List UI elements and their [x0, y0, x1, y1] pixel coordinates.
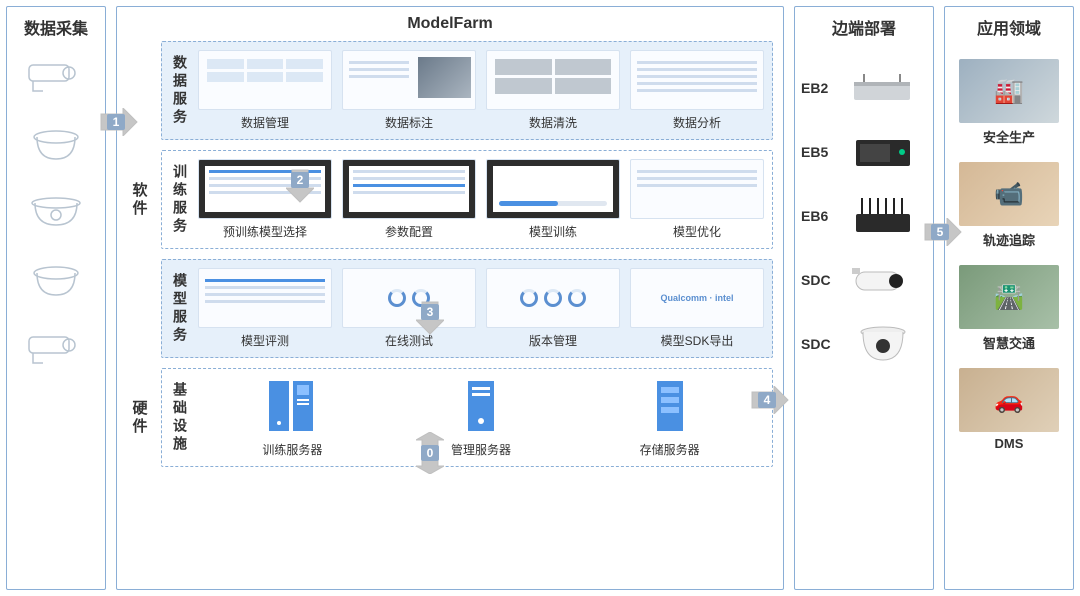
- svc-data-label: 数据服务: [170, 50, 190, 131]
- tile: 模型训练: [486, 159, 620, 240]
- col-title-app: 应用领域: [945, 7, 1073, 47]
- col-modelfarm: ModelFarm 数据服务 数据管理 数据标注 数据清洗 数据分析 软件: [116, 6, 784, 590]
- device-icon: [848, 132, 918, 172]
- arrow-5: 5: [923, 218, 963, 246]
- svc-model: 模型服务 模型评测 在线测试 版本管理 Qualcomm · intel模型SD…: [161, 259, 773, 358]
- modelfarm-body: 数据服务 数据管理 数据标注 数据清洗 数据分析 软件 训练服务 预训练模型选择…: [117, 41, 783, 589]
- camera-icon: [25, 193, 87, 233]
- tile: 在线测试: [342, 268, 476, 349]
- camera-icon: [25, 261, 87, 301]
- col-title-edge: 边端部署: [795, 7, 933, 47]
- row-software-train: 软件 训练服务 预训练模型选择 参数配置 模型训练 模型优化: [127, 150, 773, 249]
- svc-train: 训练服务 预训练模型选择 参数配置 模型训练 模型优化: [161, 150, 773, 249]
- row-hardware: 硬件 基础设施 训练服务器 管理服务器: [127, 368, 773, 467]
- app-image: 📹: [959, 162, 1059, 226]
- arrow-3: 3: [416, 300, 444, 336]
- arrow-0: 0: [416, 432, 444, 474]
- svc-data: 数据服务 数据管理 数据标注 数据清洗 数据分析: [161, 41, 773, 140]
- tile: 数据标注: [342, 50, 476, 131]
- arrow-1: 1: [99, 108, 139, 136]
- arrow-2: 2: [286, 168, 314, 204]
- row-software-model: 模型服务 模型评测 在线测试 版本管理 Qualcomm · intel模型SD…: [127, 259, 773, 358]
- infra-tile: 训练服务器: [262, 377, 322, 458]
- row-label-blank: [127, 259, 153, 358]
- edge-item: SDC: [801, 257, 927, 303]
- svc-model-tiles: 模型评测 在线测试 版本管理 Qualcomm · intel模型SDK导出: [198, 268, 764, 349]
- row-software-data: 数据服务 数据管理 数据标注 数据清洗 数据分析: [127, 41, 773, 140]
- tile: 模型优化: [630, 159, 764, 240]
- col-title-modelfarm: ModelFarm: [117, 7, 783, 41]
- tile: 数据分析: [630, 50, 764, 131]
- app-image: 🏭: [959, 59, 1059, 123]
- camera-icon: [848, 262, 918, 298]
- server-icon: [645, 377, 695, 435]
- svc-infra: 基础设施 训练服务器 管理服务器 存储服务器: [161, 368, 773, 467]
- edge-list: EB2 EB5 EB6 SDC SDC: [795, 47, 933, 385]
- edge-item: EB2: [801, 65, 927, 111]
- edge-item: SDC: [801, 321, 927, 367]
- infra-tiles: 训练服务器 管理服务器 存储服务器: [198, 377, 764, 458]
- svc-train-tiles: 预训练模型选择 参数配置 模型训练 模型优化: [198, 159, 764, 240]
- tile: 数据管理: [198, 50, 332, 131]
- camera-icon: [855, 322, 911, 366]
- edge-item: EB6: [801, 193, 927, 239]
- app-item: 🚗DMS: [959, 368, 1059, 451]
- app-item: 📹轨迹追踪: [959, 162, 1059, 249]
- col-title-data: 数据采集: [7, 7, 105, 47]
- svc-train-label: 训练服务: [170, 159, 190, 240]
- col-edge: 边端部署 EB2 EB5 EB6 SDC SDC: [794, 6, 934, 590]
- tile: 数据清洗: [486, 50, 620, 131]
- svc-data-tiles: 数据管理 数据标注 数据清洗 数据分析: [198, 50, 764, 131]
- camera-list: [25, 47, 87, 379]
- device-icon: [848, 194, 918, 238]
- svc-model-label: 模型服务: [170, 268, 190, 349]
- row-label-hardware: 硬件: [127, 368, 153, 467]
- app-item: 🛣️智慧交通: [959, 265, 1059, 352]
- tile: Qualcomm · intel模型SDK导出: [630, 268, 764, 349]
- device-icon: [848, 68, 918, 108]
- camera-icon: [25, 57, 87, 97]
- app-image: 🚗: [959, 368, 1059, 432]
- diagram-root: 数据采集 ModelFarm 数据服务 数据管理 数据标注 数据清洗 数据分析: [0, 0, 1080, 596]
- col-data-collect: 数据采集: [6, 6, 106, 590]
- tile: 模型评测: [198, 268, 332, 349]
- svc-infra-label: 基础设施: [170, 377, 190, 458]
- infra-tile: 存储服务器: [640, 377, 700, 458]
- app-list: 🏭安全生产 📹轨迹追踪 🛣️智慧交通 🚗DMS: [945, 47, 1073, 463]
- camera-icon: [25, 329, 87, 369]
- tile: 版本管理: [486, 268, 620, 349]
- app-item: 🏭安全生产: [959, 59, 1059, 146]
- edge-item: EB5: [801, 129, 927, 175]
- col-app: 应用领域 🏭安全生产 📹轨迹追踪 🛣️智慧交通 🚗DMS: [944, 6, 1074, 590]
- camera-icon: [25, 125, 87, 165]
- tile: 参数配置: [342, 159, 476, 240]
- infra-tile: 管理服务器: [451, 377, 511, 458]
- app-image: 🛣️: [959, 265, 1059, 329]
- row-label-software: 软件: [127, 150, 153, 249]
- server-icon: [456, 377, 506, 435]
- server-icon: [267, 377, 317, 435]
- arrow-4: 4: [750, 386, 790, 414]
